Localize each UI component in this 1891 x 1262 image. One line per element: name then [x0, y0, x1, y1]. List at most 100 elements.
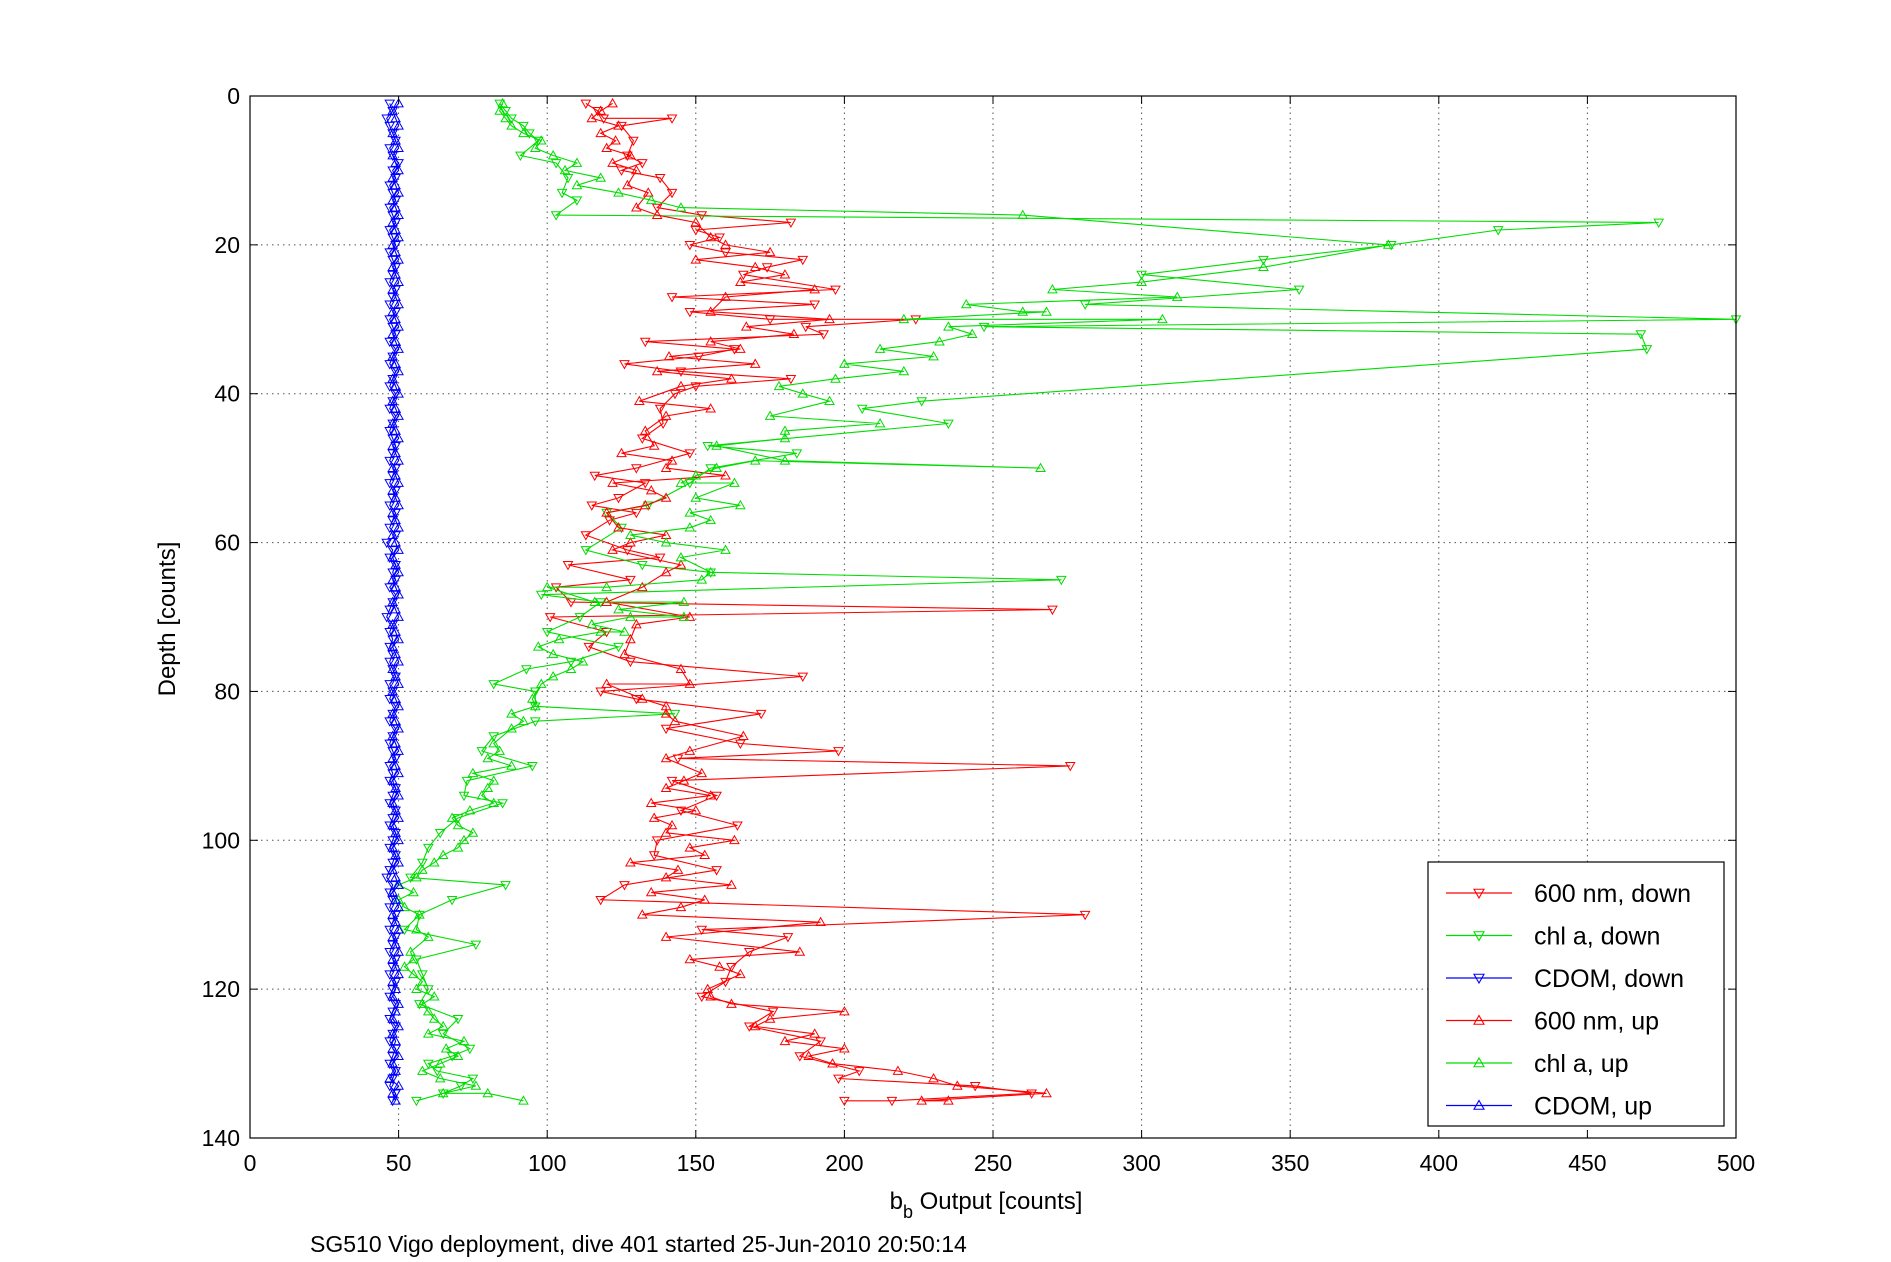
data-point [390, 358, 401, 368]
data-point [660, 871, 672, 882]
data-point [571, 196, 583, 206]
data-point [550, 159, 562, 169]
data-point [711, 440, 722, 450]
data-point [390, 805, 401, 815]
data-point [387, 618, 399, 629]
data-point [779, 425, 791, 435]
data-point [675, 477, 687, 487]
data-point [506, 708, 517, 718]
data-point [595, 105, 607, 115]
legend-entry: CDOM, down [1446, 965, 1684, 993]
data-point [660, 827, 672, 837]
data-point [390, 782, 401, 793]
data-point [619, 626, 630, 636]
data-point [636, 561, 648, 571]
data-point [497, 97, 508, 108]
data-point [779, 432, 791, 443]
data-point [607, 477, 618, 487]
data-point [636, 434, 648, 444]
data-point [794, 1052, 806, 1062]
data-point [619, 881, 630, 891]
data-point [797, 388, 809, 398]
data-point [387, 709, 399, 720]
x-tick-label: 500 [1717, 1150, 1755, 1176]
data-point [387, 940, 399, 950]
data-point [625, 529, 636, 540]
data-point [589, 471, 601, 482]
data-point [1641, 345, 1653, 355]
data-point [393, 522, 404, 532]
data-point [384, 843, 396, 854]
data-point [384, 888, 396, 898]
legend-label: 600 nm, down [1534, 880, 1691, 908]
data-point [393, 365, 404, 376]
data-point [381, 613, 393, 623]
data-point [387, 596, 399, 606]
data-point [387, 284, 399, 294]
data-point [381, 114, 393, 124]
data-point [630, 618, 642, 629]
data-point [452, 814, 464, 824]
data-point [616, 121, 627, 132]
data-point [648, 851, 660, 861]
data-point [788, 328, 800, 339]
data-point [726, 373, 737, 383]
data-point [645, 484, 657, 495]
data-point [740, 321, 752, 331]
data-point [666, 819, 678, 830]
data-point [387, 931, 399, 941]
data-point [408, 968, 419, 979]
data-point [387, 551, 399, 562]
data-point [464, 1044, 476, 1055]
data-point [735, 968, 746, 979]
data-point [384, 1082, 396, 1092]
data-point [669, 715, 681, 726]
data-point [381, 538, 393, 549]
data-point [535, 135, 547, 145]
data-point [390, 715, 401, 726]
data-point [720, 291, 731, 301]
data-point [384, 866, 396, 876]
data-point [387, 127, 399, 138]
data-point [595, 127, 607, 138]
data-point [393, 209, 404, 219]
data-point [619, 360, 630, 370]
data-point [1157, 313, 1168, 324]
data-point [684, 449, 696, 459]
data-point [705, 566, 717, 577]
data-point [393, 924, 404, 934]
data-point [625, 657, 636, 668]
data-point [387, 663, 399, 673]
data-point [978, 322, 990, 333]
data-point [384, 278, 396, 288]
data-point [607, 157, 618, 167]
data-point [690, 470, 702, 480]
legend-entry: 600 nm, up [1446, 1008, 1659, 1036]
data-point [387, 895, 399, 906]
data-point [737, 730, 749, 740]
data-point [660, 410, 672, 420]
data-point [607, 544, 618, 554]
series-line [388, 103, 400, 1101]
data-point [387, 953, 399, 964]
data-point [669, 389, 681, 400]
data-point [387, 129, 399, 139]
data-point [749, 455, 761, 465]
data-point [390, 784, 401, 794]
data-point [773, 380, 785, 391]
data-point [384, 1015, 396, 1025]
data-point [583, 642, 595, 653]
data-point [393, 589, 404, 599]
data-point [387, 397, 399, 407]
data-point [969, 1082, 981, 1092]
data-point [384, 181, 396, 191]
data-point [678, 596, 690, 606]
data-point [387, 494, 399, 504]
data-point [390, 336, 401, 346]
legend-box [1427, 861, 1725, 1127]
data-point [384, 761, 396, 772]
data-point [390, 179, 401, 190]
data-point [390, 313, 401, 324]
data-point [1653, 218, 1665, 229]
data-point [705, 568, 717, 578]
